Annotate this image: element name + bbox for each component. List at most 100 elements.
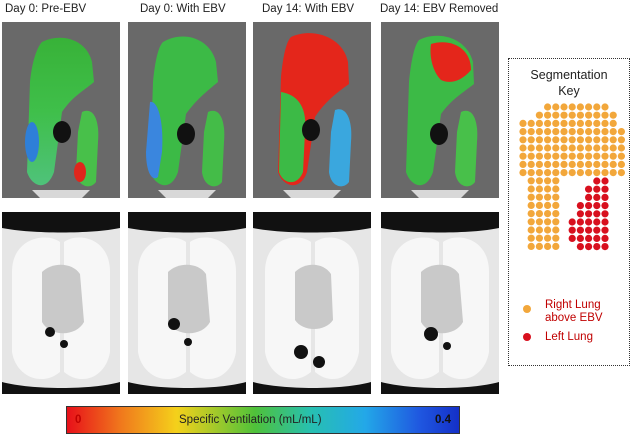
segmentation-key: Segmentation Key Right Lung above EBV Lef…	[508, 58, 630, 366]
segmentation-dot	[560, 119, 568, 127]
segmentation-dot	[527, 218, 535, 226]
segmentation-dot	[617, 152, 625, 160]
segmentation-dot	[527, 177, 535, 185]
segmentation-dot	[544, 119, 552, 127]
segmentation-dot	[552, 234, 560, 242]
left-lung-legend-dot	[523, 333, 531, 341]
segmentation-dot	[535, 177, 543, 185]
segmentation-dot	[535, 226, 543, 234]
segmentation-dot	[593, 160, 601, 168]
segmentation-dot	[544, 234, 552, 242]
segmentation-dot	[576, 128, 584, 136]
title-day14-with: Day 14: With EBV	[262, 3, 355, 15]
segmentation-dot	[585, 243, 593, 251]
segmentation-dot	[593, 144, 601, 152]
ventilation-map-day0-pre	[2, 22, 120, 198]
ventilation-map-day14-removed	[381, 22, 499, 198]
ct-scan-day14-with	[253, 212, 371, 394]
segmentation-dot	[585, 152, 593, 160]
segmentation-dot	[519, 119, 527, 127]
segmentation-dot	[609, 169, 617, 177]
segmentation-dot	[527, 193, 535, 201]
segmentation-dot	[552, 210, 560, 218]
title-day14-removed: Day 14: EBV Removed	[380, 3, 499, 15]
segmentation-dot	[576, 111, 584, 119]
segmentation-dot	[601, 119, 609, 127]
segmentation-dot	[560, 152, 568, 160]
segmentation-dot	[593, 177, 601, 185]
segmentation-dot	[544, 136, 552, 144]
segmentation-dot	[560, 160, 568, 168]
segmentation-dot	[527, 136, 535, 144]
segmentation-dot	[544, 169, 552, 177]
segmentation-dot	[617, 169, 625, 177]
segmentation-dot	[527, 242, 535, 250]
segmentation-dot	[601, 160, 609, 168]
segmentation-dot	[601, 234, 609, 242]
segmentation-dot	[519, 169, 527, 177]
segmentation-dot	[544, 144, 552, 152]
segmentation-dot	[593, 169, 601, 177]
segmentation-dot	[601, 185, 609, 193]
segmentation-dot	[519, 160, 527, 168]
segmentation-dot	[585, 144, 593, 152]
segmentation-dot	[601, 128, 609, 136]
segmentation-dot	[568, 103, 576, 111]
segmentation-dot	[609, 136, 617, 144]
segmentation-dot	[552, 226, 560, 234]
segmentation-dot	[593, 128, 601, 136]
segmentation-dot	[585, 210, 593, 218]
segmentation-dot	[527, 144, 535, 152]
segmentation-dot	[568, 152, 576, 160]
segmentation-dot	[544, 242, 552, 250]
segmentation-dot	[544, 201, 552, 209]
segmentation-dot	[544, 193, 552, 201]
segmentation-dot	[552, 177, 560, 185]
segmentation-dot	[544, 128, 552, 136]
segmentation-dot	[593, 103, 601, 111]
segmentation-dot	[544, 218, 552, 226]
segmentation-dot	[552, 128, 560, 136]
segmentation-dot	[601, 144, 609, 152]
segmentation-dot	[535, 193, 543, 201]
segmentation-dot	[585, 128, 593, 136]
segmentation-dot	[535, 201, 543, 209]
segmentation-dot	[593, 210, 601, 218]
segmentation-dot	[527, 152, 535, 160]
segmentation-dot	[601, 169, 609, 177]
segmentation-dot	[544, 185, 552, 193]
segmentation-dot	[552, 136, 560, 144]
segmentation-dot	[568, 144, 576, 152]
segmentation-dot	[576, 152, 584, 160]
segmentation-dot	[576, 169, 584, 177]
segmentation-dot	[593, 152, 601, 160]
segmentation-dot	[535, 169, 543, 177]
segmentation-dot	[552, 218, 560, 226]
segmentation-dot	[568, 111, 576, 119]
segmentation-dot	[568, 169, 576, 177]
segmentation-dot	[585, 103, 593, 111]
segmentation-dot	[585, 185, 593, 193]
segmentation-dot	[519, 128, 527, 136]
segmentation-dot	[552, 242, 560, 250]
segmentation-dot	[576, 103, 584, 111]
segmentation-dot	[527, 160, 535, 168]
segmentation-dot	[576, 210, 584, 218]
segmentation-dot	[560, 169, 568, 177]
segmentation-dot	[552, 201, 560, 209]
segmentation-dot	[544, 226, 552, 234]
segmentation-dot	[585, 111, 593, 119]
segmentation-dot	[560, 103, 568, 111]
right-lung-legend-label: Right Lung above EBV	[545, 299, 603, 324]
segmentation-dot	[617, 160, 625, 168]
segmentation-dot	[585, 193, 593, 201]
segmentation-dot	[585, 234, 593, 242]
title-day0-with: Day 0: With EBV	[140, 3, 226, 15]
segmentation-dot	[560, 111, 568, 119]
segmentation-dot	[560, 128, 568, 136]
segmentation-dot	[601, 243, 609, 251]
segmentation-dot	[576, 144, 584, 152]
segmentation-dot	[519, 152, 527, 160]
segmentation-dot	[601, 218, 609, 226]
segmentation-dot	[585, 136, 593, 144]
